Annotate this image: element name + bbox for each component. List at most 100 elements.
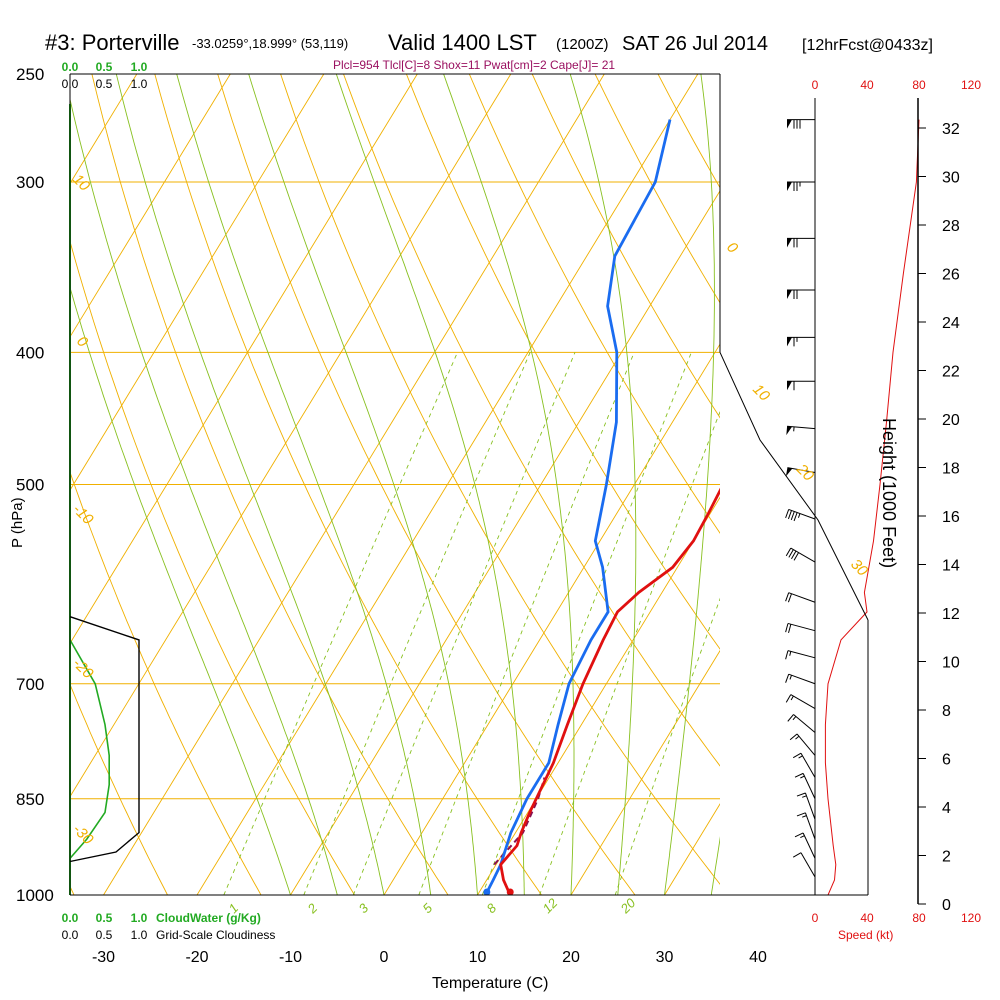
barb-shaft [787, 425, 816, 430]
wind-barb [787, 714, 816, 733]
mixing-ratio-label: 5 [420, 900, 436, 916]
mixing-ratio-line [614, 597, 720, 895]
temperature-tick-label: 40 [749, 949, 767, 966]
wind-barb [796, 812, 816, 840]
height-tick-label: 32 [942, 121, 960, 138]
isotherm-line [70, 74, 325, 491]
wind-barb [785, 650, 816, 660]
moist-adiabat [569, 74, 637, 895]
temperature-line [499, 487, 720, 895]
dry-adiabat [343, 74, 720, 767]
wind-barb [787, 181, 815, 191]
cloudiness-tick-bottom: 0.5 [96, 928, 113, 942]
temperature-tick-label: 10 [469, 949, 487, 966]
temperature-tick-label: 30 [656, 949, 674, 966]
surface-dewpoint-dot [483, 888, 491, 895]
barb-half [797, 513, 801, 518]
wind-barb [787, 289, 815, 299]
speed-tick-top: 0 [812, 78, 819, 92]
cloudiness-tick-bottom: 0.0 [62, 928, 79, 942]
stability-indices: Plcl=954 Tlcl[C]=8 Shox=11 Pwat[cm]=2 Ca… [333, 58, 615, 72]
height-tick-label: 12 [942, 606, 960, 623]
valid-date: SAT 26 Jul 2014 [622, 33, 768, 55]
pressure-tick-label: 400 [16, 343, 44, 362]
wind-speed-line [824, 119, 920, 896]
isotherm-line [477, 496, 720, 895]
dry-adiabat-label: 20 [792, 460, 817, 485]
isotherm-line [570, 649, 720, 895]
barb-full [785, 650, 789, 660]
barb-shaft [800, 752, 816, 778]
cloud-water-tick-top: 0.5 [96, 60, 113, 74]
forecast-info: [12hrFcst@0433z] [802, 37, 933, 54]
dry-adiabat [280, 74, 720, 885]
moist-adiabat [248, 74, 478, 895]
speed-tick-top: 120 [961, 78, 981, 92]
barb-full [788, 549, 794, 558]
mixing-ratio-label: 2 [304, 900, 321, 917]
cloudiness-tick-top: 0.5 [96, 77, 113, 91]
cloud-water-tick-bottom: 0.5 [96, 911, 113, 925]
barb-shaft [790, 694, 816, 710]
wind-barb [792, 852, 816, 878]
barb-shaft [788, 508, 816, 520]
temperature-tick-label: -10 [279, 949, 302, 966]
height-tick-label: 4 [942, 800, 951, 817]
barb-shaft [788, 673, 816, 685]
barb-full [785, 674, 790, 683]
dry-adiabat-label: 30 [847, 556, 871, 580]
cloud-water-tick-top: 1.0 [131, 60, 148, 74]
pressure-tick-label: 250 [16, 65, 44, 84]
barb-half [800, 835, 805, 839]
pressure-tick-label: 1000 [16, 886, 54, 905]
barb-half [802, 815, 807, 818]
wind-barb [785, 673, 816, 685]
barb-shaft [790, 547, 816, 563]
barb-full [792, 752, 802, 759]
sounding-profiles [483, 119, 720, 895]
dry-adiabat-label: 10 [749, 381, 773, 405]
moist-adiabat [70, 285, 291, 895]
wind-barb [787, 237, 815, 248]
mixing-ratio-label: 20 [617, 895, 639, 917]
temperature-tick-label: -30 [92, 949, 115, 966]
isotherm-line [290, 190, 720, 895]
cloudiness-line [69, 616, 140, 863]
dry-adiabat [405, 74, 720, 650]
height-tick-label: 22 [942, 364, 960, 381]
barb-shaft [802, 832, 816, 859]
barb-full [785, 694, 792, 703]
isotherm-line [103, 74, 605, 895]
wind-barb [787, 336, 815, 347]
barb-full [794, 832, 804, 838]
height-tick-label: 20 [942, 412, 960, 429]
mixing-ratio-label: 8 [484, 900, 500, 916]
pressure-tick-label: 700 [16, 675, 44, 694]
height-tick-label: 2 [942, 849, 951, 866]
speed-tick-bottom: 120 [961, 911, 981, 925]
height-tick-label: 8 [942, 703, 951, 720]
mixing-ratio-line [539, 410, 720, 895]
barb-shaft [793, 714, 816, 733]
dry-adiabat [594, 74, 720, 304]
barb-full [785, 547, 792, 557]
cloudiness-tick-bottom: 1.0 [131, 928, 148, 942]
barb-flag [785, 467, 793, 477]
barb-shaft [796, 733, 816, 756]
barb-shaft [788, 592, 816, 603]
height-tick-label: 26 [942, 267, 960, 284]
height-tick-label: 0 [942, 897, 951, 914]
dry-adiabat-label: -10 [69, 501, 97, 529]
barb-half [800, 775, 805, 779]
barb-shaft [800, 852, 816, 878]
utc-time: (1200Z) [556, 36, 609, 53]
barb-full [793, 552, 799, 561]
dry-adiabat-label: 10 [69, 171, 93, 195]
background-grid [70, 74, 720, 895]
height-tick-label: 10 [942, 655, 960, 672]
mixing-ratio-line [223, 352, 458, 895]
dry-adiabat [70, 239, 355, 895]
speed-tick-top: 40 [860, 78, 874, 92]
